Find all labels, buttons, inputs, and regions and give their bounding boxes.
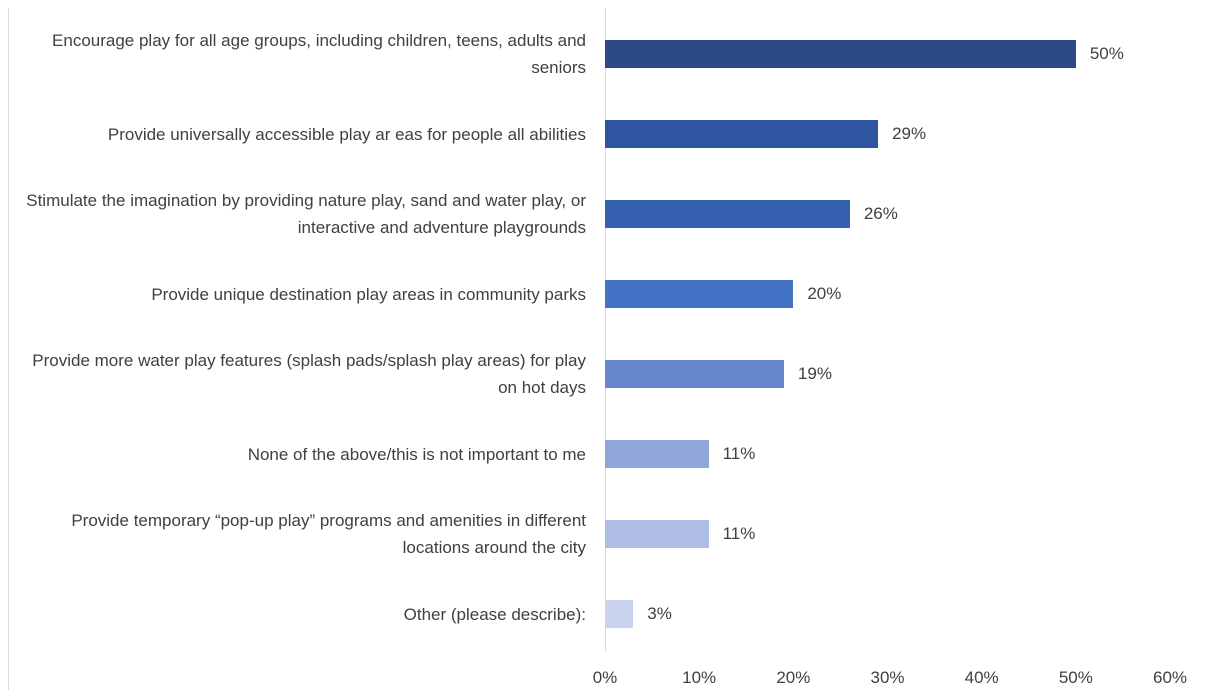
bar [605,120,879,148]
category-label: Provide universally accessible play ar e… [107,124,586,144]
bar [605,600,634,628]
bar [605,200,850,228]
chart-frame-line [8,8,9,690]
value-label: 29% [892,124,927,143]
bar [605,440,709,468]
value-label: 20% [807,284,842,303]
y-axis-line [605,8,606,652]
x-tick-label: 0% [592,668,618,687]
value-label: 50% [1089,44,1124,63]
value-label: 26% [863,204,898,223]
x-tick-label: 30% [870,668,905,687]
value-label: 19% [797,364,832,383]
value-label: 11% [722,524,756,543]
category-label: Other (please describe): [403,604,586,624]
bar [605,280,794,308]
bar [605,520,709,548]
category-label: Provide more water play features (splash… [32,351,586,397]
category-label: Provide temporary “pop-up play” programs… [71,511,586,557]
x-tick-label: 50% [1058,668,1093,687]
bar [605,40,1076,68]
category-label: None of the above/this is not important … [247,444,586,464]
category-label: Provide unique destination play areas in… [151,284,586,304]
x-tick-label: 40% [964,668,999,687]
x-tick-label: 60% [1152,668,1188,687]
value-label: 11% [722,444,756,463]
x-tick-label: 20% [776,668,811,687]
value-label: 3% [647,604,672,623]
bar [605,360,784,388]
category-label: Stimulate the imagination by providing n… [26,191,586,237]
category-label: Encourage play for all age groups, inclu… [52,31,586,77]
x-tick-label: 10% [682,668,717,687]
